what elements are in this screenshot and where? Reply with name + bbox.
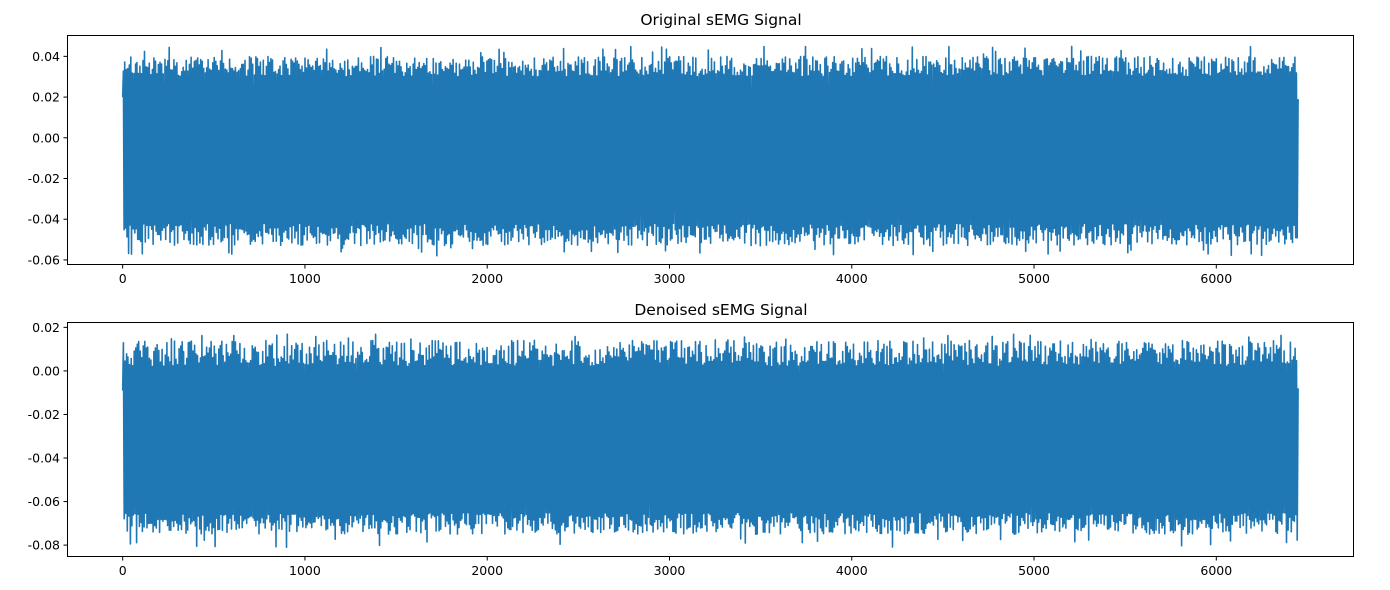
y-tick-label: -0.06 [28,494,60,509]
y-tick-label: -0.06 [28,252,60,267]
signal-series [121,45,1299,257]
x-tick-label: 4000 [836,271,868,286]
x-tick-label: 2000 [471,271,503,286]
y-tick-label: -0.08 [28,538,60,553]
y-tick-label: 0.02 [32,90,60,105]
y-tick-label: 0.00 [32,130,60,145]
y-axis: -0.06 -0.04 -0.02 0.00 0.02 0.04 [28,49,68,267]
plot-area [121,45,1299,257]
y-tick-label: 0.04 [32,49,60,64]
x-tick-label: 6000 [1200,271,1232,286]
x-tick-label: 4000 [836,563,868,578]
x-axis: 0 1000 2000 3000 4000 5000 6000 [119,264,1232,286]
x-tick-label: 3000 [654,563,686,578]
x-tick-label: 2000 [471,563,503,578]
y-axis: -0.08 -0.06 -0.04 -0.02 0.00 0.02 [28,320,68,553]
subplot-denoised: Denoised sEMG Signal 0 1000 2000 3000 4000 50… [28,301,1354,578]
x-tick-label: 1000 [289,271,321,286]
chart-title: Original sEMG Signal [640,11,801,29]
x-tick-label: 3000 [654,271,686,286]
plot-area [121,333,1299,548]
y-tick-label: 0.02 [32,320,60,335]
x-tick-label: 0 [119,563,127,578]
axes-frame [67,35,1354,265]
y-tick-label: -0.04 [28,451,60,466]
x-tick-label: 1000 [289,563,321,578]
y-tick-label: -0.02 [28,407,60,422]
x-tick-label: 0 [119,271,127,286]
signal-series [121,333,1299,548]
x-tick-label: 5000 [1018,271,1050,286]
x-tick-label: 5000 [1018,563,1050,578]
x-axis: 0 1000 2000 3000 4000 5000 6000 [119,556,1232,578]
y-tick-label: 0.00 [32,363,60,378]
x-tick-label: 6000 [1200,563,1232,578]
axes-frame [67,322,1354,557]
subplot-original: Original sEMG Signal 0 1000 2000 3000 4000 50… [28,11,1354,286]
y-tick-label: -0.04 [28,212,60,227]
y-tick-label: -0.02 [28,171,60,186]
chart-title: Denoised sEMG Signal [634,301,807,319]
